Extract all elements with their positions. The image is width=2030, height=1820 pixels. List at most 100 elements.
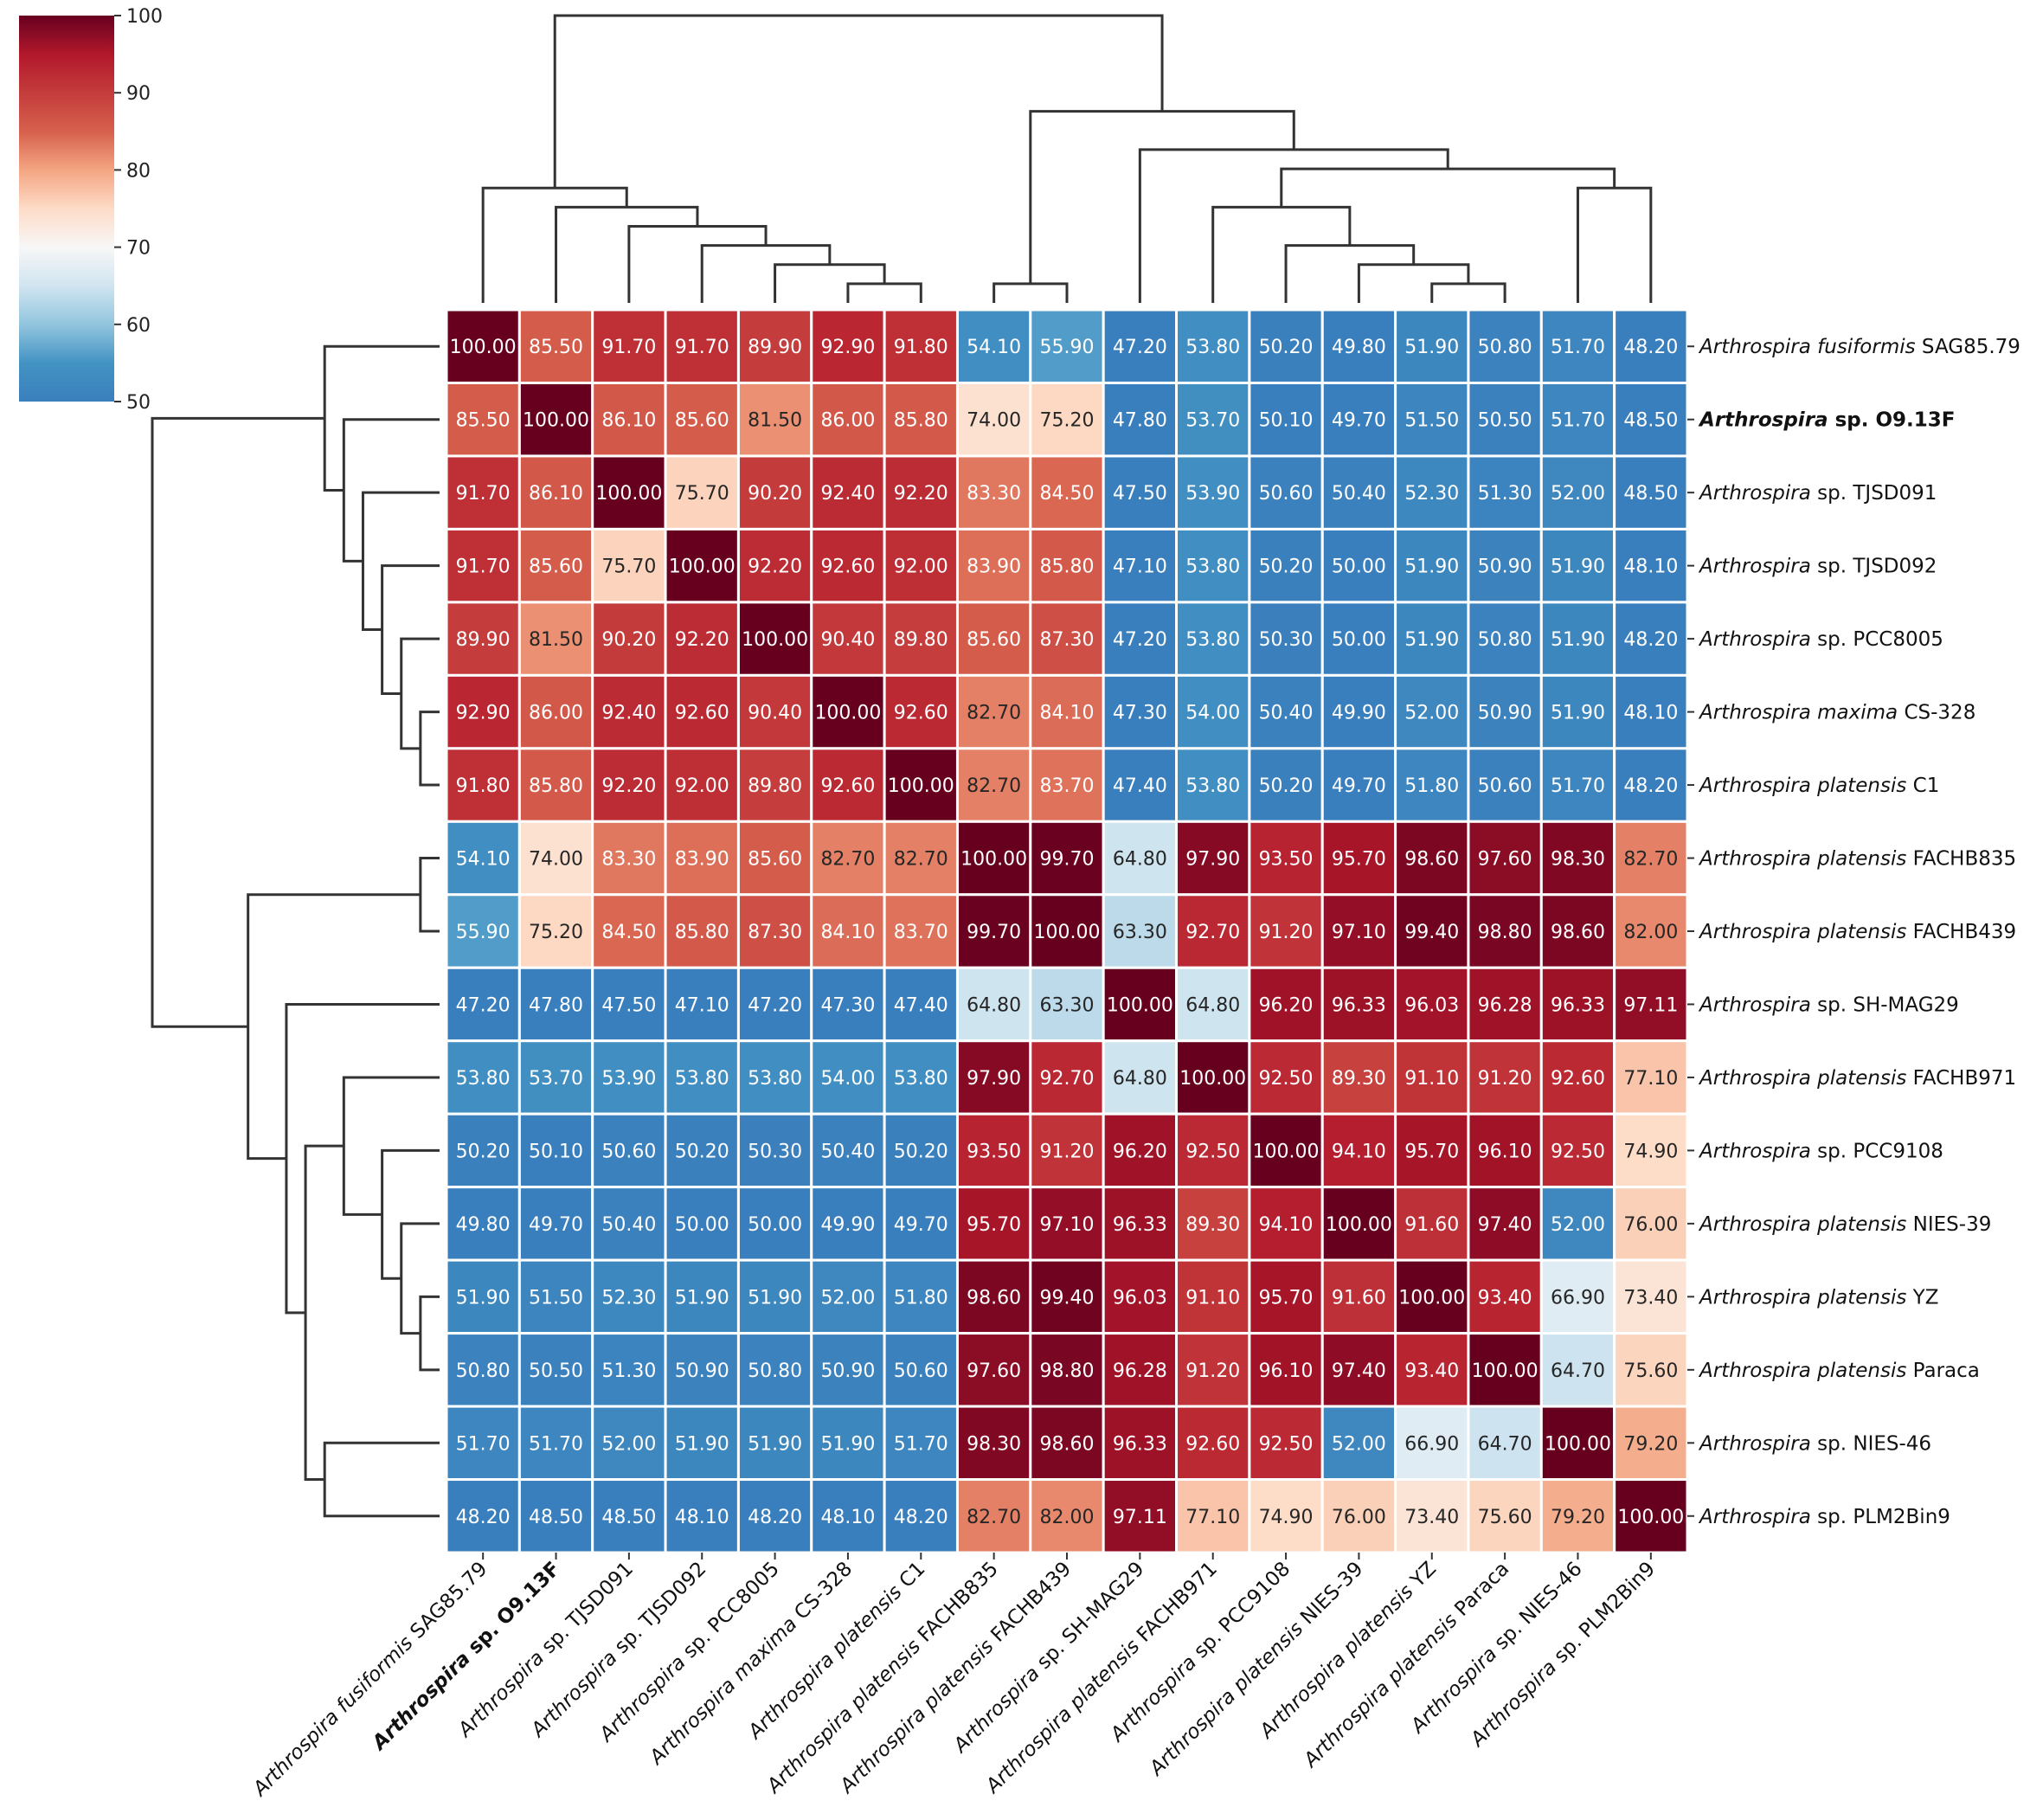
heatmap-cell (445, 1405, 521, 1482)
column-dendrogram-link (1430, 282, 1506, 303)
heatmap-cell (445, 893, 521, 969)
heatmap-cell (1102, 381, 1179, 458)
heatmap-cell (955, 673, 1032, 750)
heatmap-cell (445, 1112, 521, 1189)
heatmap-cell (955, 747, 1032, 823)
row-label: Arthrospira platensis YZ (1698, 1286, 1938, 1309)
heatmap-value: 92.40 (601, 703, 656, 724)
heatmap-value: 96.20 (1259, 994, 1314, 1016)
heatmap-value: 86.10 (601, 410, 656, 432)
heatmap-value: 100.00 (1179, 1068, 1246, 1090)
row-label: Arthrospira fusiformis SAG85.79 (1698, 336, 2020, 358)
heatmap-value: 92.20 (675, 629, 729, 651)
column-dendrogram-link (1211, 205, 1352, 303)
heatmap-value: 64.80 (1185, 994, 1240, 1016)
row-label: Arthrospira sp. PCC8005 (1698, 628, 1943, 651)
heatmap-value: 74.90 (1259, 1507, 1314, 1528)
heatmap-cell (445, 1258, 521, 1335)
heatmap-cell (810, 966, 886, 1043)
heatmap-value: 97.10 (1040, 1214, 1095, 1236)
heatmap-cell (591, 893, 667, 969)
heatmap-cell (883, 527, 959, 604)
heatmap-value: 51.90 (675, 1287, 729, 1309)
heatmap-grid: 100.00 85.50 91.70 91.70 89.90 92.90 91.80 54.1… (445, 308, 1689, 1554)
heatmap-value: 51.90 (1404, 337, 1459, 358)
heatmap-value: 48.50 (529, 1507, 583, 1528)
column-dendrogram-link (700, 244, 832, 303)
heatmap-cell (1102, 820, 1179, 897)
column-dendrogram-link (1029, 110, 1295, 284)
heatmap-value: 95.70 (967, 1214, 1021, 1236)
row-dendrogram-link (419, 857, 440, 933)
heatmap-value: 51.70 (894, 1433, 948, 1455)
heatmap-value: 97.90 (1185, 849, 1240, 871)
heatmap-value: 49.70 (1332, 410, 1386, 432)
row-label: Arthrospira platensis NIES-39 (1698, 1213, 1991, 1236)
row-label: Arthrospira platensis C1 (1698, 775, 1939, 797)
row-label: Arthrospira platensis FACHB971 (1698, 1067, 2016, 1090)
heatmap-value: 74.90 (1623, 1141, 1678, 1162)
heatmap-cell (810, 527, 886, 604)
heatmap-value: 95.70 (1404, 1141, 1459, 1162)
heatmap-cell (955, 527, 1032, 604)
heatmap-value: 100.00 (742, 629, 808, 651)
heatmap-value: 85.80 (1040, 556, 1095, 578)
heatmap-cell (1248, 454, 1324, 531)
heatmap-value: 50.10 (529, 1141, 583, 1162)
heatmap-value: 53.80 (456, 1068, 511, 1090)
heatmap-value: 91.20 (1040, 1141, 1095, 1162)
heatmap-value: 50.90 (820, 1360, 875, 1382)
heatmap-value: 49.70 (894, 1214, 948, 1236)
heatmap-value: 87.30 (748, 922, 802, 943)
heatmap-value: 86.00 (820, 410, 875, 432)
heatmap-value: 100.00 (669, 556, 736, 578)
heatmap-cell (445, 601, 521, 677)
heatmap-value: 50.50 (1478, 410, 1532, 432)
heatmap-cell (1320, 747, 1397, 823)
heatmap-value: 82.70 (820, 849, 875, 871)
heatmap-value: 93.40 (1404, 1360, 1459, 1382)
heatmap-value: 48.10 (1623, 703, 1678, 724)
heatmap-value: 91.10 (1185, 1287, 1240, 1309)
heatmap-value: 51.50 (1404, 410, 1459, 432)
heatmap-cell (664, 308, 740, 384)
heatmap-value: 49.70 (529, 1214, 583, 1236)
heatmap-cell (445, 308, 521, 384)
row-dendrogram-link (381, 564, 440, 695)
heatmap-value: 100.00 (1545, 1433, 1611, 1455)
heatmap-value: 51.90 (748, 1433, 802, 1455)
heatmap-cell (1320, 1405, 1397, 1482)
heatmap-cell (517, 1258, 594, 1335)
heatmap-value: 81.50 (529, 629, 583, 651)
heatmap-cell (1613, 308, 1689, 384)
heatmap-cell (1539, 673, 1616, 750)
heatmap-cell (1029, 308, 1105, 384)
heatmap-cell (883, 820, 959, 897)
heatmap-cell (810, 893, 886, 969)
heatmap-value: 84.50 (1040, 483, 1095, 505)
heatmap-cell (1248, 966, 1324, 1043)
heatmap-value: 91.20 (1478, 1068, 1532, 1090)
heatmap-cell (517, 673, 594, 750)
heatmap-value: 47.10 (1113, 556, 1167, 578)
heatmap-value: 89.80 (894, 629, 948, 651)
heatmap-cell (664, 527, 740, 604)
heatmap-cell (810, 1112, 886, 1189)
heatmap-cell (810, 1186, 886, 1262)
heatmap-cell (1539, 308, 1616, 384)
heatmap-cell (1539, 747, 1616, 823)
heatmap-cell (1320, 820, 1397, 897)
heatmap-cell (1320, 527, 1397, 604)
heatmap-value: 51.70 (1551, 410, 1605, 432)
row-dendrogram-link (151, 416, 325, 1028)
heatmap-cell (1613, 966, 1689, 1043)
heatmap-value: 96.03 (1113, 1287, 1167, 1309)
heatmap-value: 50.80 (1478, 337, 1532, 358)
heatmap-cell (1613, 1258, 1689, 1335)
heatmap-cell (1394, 893, 1470, 969)
heatmap-value: 51.90 (1404, 556, 1459, 578)
heatmap-value: 96.10 (1259, 1360, 1314, 1382)
heatmap-cell (1029, 601, 1105, 677)
heatmap-cell (955, 454, 1032, 531)
